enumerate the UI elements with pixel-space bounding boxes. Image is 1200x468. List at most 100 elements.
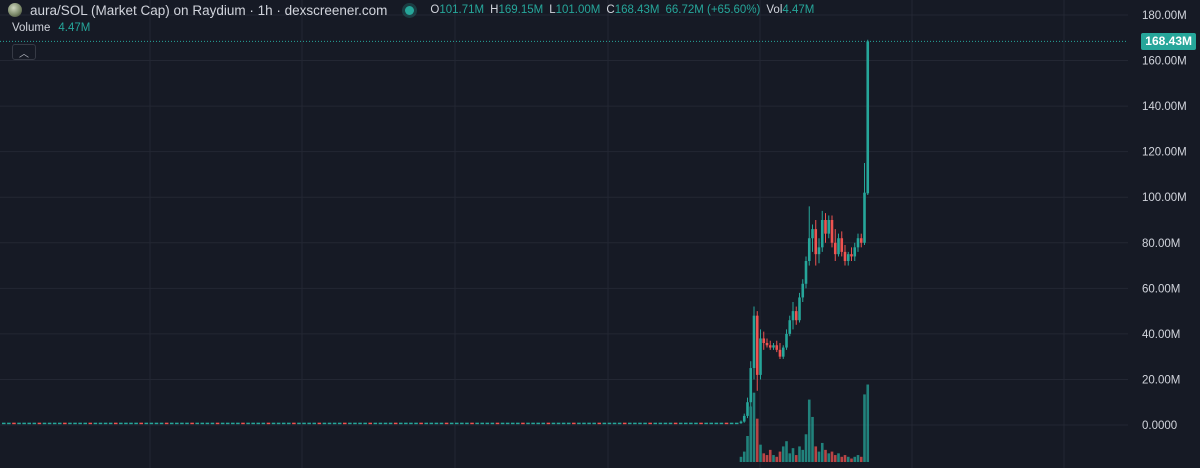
candle-body xyxy=(833,242,837,255)
flat-candle xyxy=(52,422,57,425)
y-tick-label: 120.00M xyxy=(1142,147,1187,159)
candle-body xyxy=(752,315,756,369)
volume-bar xyxy=(846,456,850,462)
open-label: O xyxy=(430,4,440,16)
flat-candle xyxy=(139,422,143,425)
flat-candle xyxy=(485,422,490,425)
flat-candle xyxy=(88,422,93,425)
flat-candle xyxy=(241,422,245,425)
flat-candle xyxy=(297,422,301,425)
flat-candle xyxy=(383,422,388,425)
candle-body xyxy=(840,238,844,252)
flat-candle xyxy=(734,422,739,425)
candle-body xyxy=(772,345,775,348)
flat-candle xyxy=(281,422,286,425)
candle-body xyxy=(817,247,821,255)
flat-candle xyxy=(628,422,632,425)
flat-candle xyxy=(180,422,184,425)
flat-candle xyxy=(261,422,266,425)
volume-bar xyxy=(837,453,840,462)
y-tick-label: 40.00M xyxy=(1142,329,1180,341)
flat-candle xyxy=(215,422,220,425)
candle-body xyxy=(846,254,850,261)
volume-bar xyxy=(798,446,801,462)
flat-candle xyxy=(729,422,734,425)
flat-candle xyxy=(475,422,479,425)
flat-candle xyxy=(582,422,586,425)
flat-candle xyxy=(2,422,6,425)
flat-candle xyxy=(378,422,383,425)
volume-bar xyxy=(775,456,779,462)
volume-bar xyxy=(749,406,753,462)
flat-candle xyxy=(541,422,546,425)
candle-body xyxy=(807,238,811,261)
flat-candle xyxy=(434,422,439,425)
y-tick-label: 140.00M xyxy=(1142,101,1187,113)
volume-bar xyxy=(759,444,762,462)
chevron-up-icon: ︿ xyxy=(19,48,29,60)
flat-candle xyxy=(587,422,591,425)
y-tick-label: 160.00M xyxy=(1142,56,1187,68)
flat-candle xyxy=(358,422,362,425)
flat-candle xyxy=(93,422,98,425)
flat-candle xyxy=(470,422,474,425)
volume-bar xyxy=(791,448,795,462)
y-tick-label: 80.00M xyxy=(1142,238,1180,250)
flat-candle xyxy=(531,422,535,425)
candle-body xyxy=(788,320,792,334)
volume-bar xyxy=(765,455,769,462)
open-value: 101.71M xyxy=(439,4,485,16)
candle-body xyxy=(824,220,827,234)
collapse-legend-button[interactable]: ︿ xyxy=(12,44,36,60)
live-status-dot-icon xyxy=(405,5,415,15)
y-tick-label: 0.0000 xyxy=(1142,420,1177,432)
flat-candle xyxy=(577,422,581,425)
flat-candle xyxy=(561,422,566,425)
flat-candle xyxy=(617,422,622,425)
y-tick-label: 100.00M xyxy=(1142,192,1187,204)
flat-candle xyxy=(154,422,159,425)
flat-candle xyxy=(42,422,47,425)
flat-candle xyxy=(113,422,118,425)
flat-candle xyxy=(638,422,642,425)
candle-body xyxy=(755,315,759,375)
flat-candle xyxy=(220,422,225,425)
volume-bar xyxy=(824,449,827,462)
flat-candle xyxy=(424,422,429,425)
volume-bar xyxy=(863,394,866,462)
y-tick-label: 180.00M xyxy=(1142,10,1187,22)
volume-legend: Volume 4.47M xyxy=(12,22,90,34)
flat-candle xyxy=(678,422,683,425)
candle-body xyxy=(856,238,860,248)
flat-candle xyxy=(332,422,337,425)
flat-candle xyxy=(409,422,413,425)
flat-candle xyxy=(164,422,169,425)
flat-candle xyxy=(429,422,434,425)
candle-body xyxy=(863,192,866,243)
flat-candle xyxy=(714,422,719,425)
flat-candle xyxy=(78,422,82,425)
flat-candle xyxy=(556,422,561,425)
flat-candle xyxy=(363,422,367,425)
flat-candle xyxy=(673,422,678,425)
candle-body xyxy=(739,421,743,424)
flat-candle xyxy=(607,422,612,425)
flat-candle xyxy=(551,422,556,425)
candle-body xyxy=(801,283,805,298)
flat-candle xyxy=(337,422,342,425)
flat-candle xyxy=(368,422,373,425)
candle-body xyxy=(820,220,824,248)
flat-candle xyxy=(7,422,11,425)
flat-candle xyxy=(353,422,357,425)
flat-candle xyxy=(27,422,32,425)
volume-bar xyxy=(772,455,775,462)
flat-candle xyxy=(292,422,296,425)
flat-candle xyxy=(414,422,418,425)
candle-body xyxy=(814,229,818,255)
flat-candle xyxy=(658,422,663,425)
flat-candle xyxy=(205,422,210,425)
flat-candle xyxy=(256,422,261,425)
flat-candle xyxy=(699,422,703,425)
